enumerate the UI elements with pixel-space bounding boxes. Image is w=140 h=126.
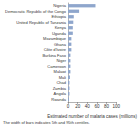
svg-text:Niger: Niger bbox=[56, 58, 66, 63]
svg-text:Mali: Mali bbox=[59, 75, 66, 80]
svg-text:Côte d'Ivoire: Côte d'Ivoire bbox=[44, 47, 67, 52]
svg-text:Democratic Republic of the Con: Democratic Republic of the Congo bbox=[5, 9, 67, 14]
svg-text:Kenya: Kenya bbox=[55, 25, 67, 30]
svg-text:Ghana: Ghana bbox=[54, 42, 67, 47]
svg-text:0: 0 bbox=[67, 104, 70, 109]
svg-text:United Republic of Tanzania: United Republic of Tanzania bbox=[16, 20, 67, 25]
svg-text:60: 60 bbox=[94, 104, 100, 109]
svg-text:Malawi: Malawi bbox=[54, 69, 67, 74]
svg-text:The width of bars indicates 5t: The width of bars indicates 5th and 95th… bbox=[3, 120, 90, 125]
svg-text:Rwanda: Rwanda bbox=[51, 97, 66, 102]
svg-text:Uganda: Uganda bbox=[52, 31, 67, 36]
svg-text:Burkina Faso: Burkina Faso bbox=[42, 53, 66, 58]
svg-text:100: 100 bbox=[112, 104, 120, 109]
svg-text:Estimated number of malaria ca: Estimated number of malaria cases (milli… bbox=[47, 114, 137, 119]
svg-text:Chad: Chad bbox=[56, 80, 66, 85]
svg-text:80: 80 bbox=[104, 104, 110, 109]
svg-text:Nigeria: Nigeria bbox=[53, 3, 66, 8]
svg-text:Ethiopia: Ethiopia bbox=[52, 14, 67, 19]
svg-text:Zambia: Zambia bbox=[53, 86, 67, 91]
svg-text:20: 20 bbox=[75, 104, 81, 109]
svg-text:Mozambique: Mozambique bbox=[43, 36, 67, 41]
svg-text:Angola: Angola bbox=[54, 91, 67, 96]
svg-text:40: 40 bbox=[85, 104, 91, 109]
svg-text:Cameroon: Cameroon bbox=[47, 64, 66, 69]
